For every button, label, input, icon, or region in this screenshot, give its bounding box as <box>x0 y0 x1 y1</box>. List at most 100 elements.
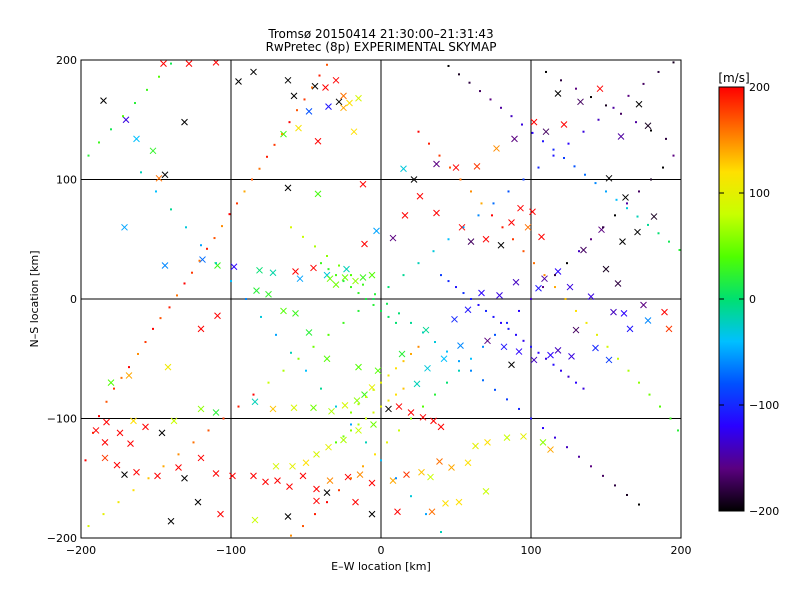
data-point-dot <box>650 129 652 132</box>
data-point-dot <box>395 367 397 370</box>
data-markers <box>84 60 681 537</box>
data-point-dot <box>191 271 193 274</box>
data-point-dot <box>380 459 382 462</box>
data-point-cross <box>181 474 188 482</box>
data-point-cross <box>101 439 109 446</box>
colorbar-tick-label: −200 <box>749 505 779 518</box>
data-point-cross <box>352 277 359 285</box>
data-point-dot <box>564 298 567 300</box>
data-point-dot <box>627 369 630 372</box>
data-point-cross <box>127 440 134 447</box>
data-point-dot <box>650 178 652 181</box>
data-point-cross <box>289 462 296 470</box>
data-point-dot <box>402 360 405 363</box>
data-point-cross <box>328 407 335 415</box>
data-point-cross <box>101 454 109 462</box>
data-point-cross <box>250 472 257 480</box>
data-point-dot <box>477 214 480 217</box>
data-point-cross <box>325 103 332 110</box>
data-point-dot <box>665 137 667 140</box>
data-point-cross <box>497 241 505 249</box>
data-point-cross <box>292 268 299 275</box>
data-point-dot <box>387 315 390 318</box>
data-point-dot <box>365 417 367 420</box>
data-point-dot <box>672 154 675 157</box>
colorbar-tick-label: 100 <box>749 187 770 200</box>
data-point-dot <box>170 208 172 211</box>
data-point-dot <box>594 182 597 185</box>
data-point-dot <box>554 286 556 289</box>
data-point-dot <box>492 202 495 205</box>
data-point-cross <box>155 174 163 182</box>
data-point-cross <box>125 372 133 379</box>
data-point-cross <box>374 367 382 375</box>
data-point-dot <box>470 357 472 360</box>
data-point-cross <box>451 315 458 323</box>
data-point-dot <box>470 298 472 300</box>
data-point-dot <box>117 501 120 504</box>
data-point-dot <box>395 321 397 324</box>
data-point-dot <box>98 415 100 418</box>
data-point-cross <box>235 78 242 85</box>
data-point-cross <box>433 160 440 168</box>
data-point-cross <box>212 470 220 477</box>
data-point-dot <box>647 223 649 226</box>
data-point-dot <box>273 143 276 146</box>
data-point-dot <box>110 128 112 131</box>
data-point-dot <box>507 327 510 330</box>
data-point-dot <box>438 154 441 157</box>
data-point-dot <box>350 429 352 432</box>
data-point-cross <box>370 421 377 428</box>
data-point-dot <box>357 292 360 295</box>
data-point-dot <box>566 446 568 449</box>
data-point-cross <box>430 417 437 425</box>
data-point-dot <box>365 298 367 300</box>
data-point-cross <box>572 326 580 334</box>
data-point-cross <box>272 462 280 470</box>
data-point-cross <box>493 145 500 152</box>
data-point-dot <box>350 274 352 277</box>
data-point-dot <box>326 254 328 257</box>
data-point-dot <box>560 79 562 82</box>
data-point-dot <box>563 156 565 159</box>
data-point-dot <box>338 264 340 267</box>
data-point-dot <box>267 381 270 384</box>
data-point-dot <box>417 262 420 265</box>
data-point-cross <box>295 124 302 132</box>
data-point-dot <box>387 374 390 377</box>
data-point-cross <box>284 76 292 84</box>
data-point-dot <box>522 250 525 253</box>
data-point-dot <box>288 121 291 124</box>
data-point-dot <box>326 63 328 66</box>
data-point-cross <box>464 306 472 314</box>
data-point-dot <box>531 131 534 134</box>
data-point-dot <box>506 398 508 401</box>
data-point-dot <box>500 321 502 324</box>
data-point-cross <box>286 483 293 490</box>
data-point-cross <box>302 459 310 467</box>
data-point-cross <box>292 309 299 317</box>
colorbar-tick-label: −100 <box>749 399 779 412</box>
data-point-dot <box>105 400 108 403</box>
data-point-dot <box>545 357 547 360</box>
data-point-dot <box>221 225 223 228</box>
data-point-dot <box>606 345 609 348</box>
data-point-dot <box>137 352 139 355</box>
data-point-cross <box>605 356 613 364</box>
data-point-dot <box>518 309 520 312</box>
data-point-cross <box>413 380 421 388</box>
data-point-cross <box>626 325 634 333</box>
data-point-dot <box>470 190 472 193</box>
data-point-cross <box>256 266 263 274</box>
data-point-cross <box>313 450 320 458</box>
data-point-dot <box>626 493 628 496</box>
data-point-dot <box>530 417 532 420</box>
data-point-dot <box>290 534 292 537</box>
data-point-dot <box>410 352 412 355</box>
data-point-cross <box>440 355 448 363</box>
data-point-dot <box>318 74 321 77</box>
data-point-dot <box>327 333 330 336</box>
data-point-cross <box>554 90 562 97</box>
data-point-dot <box>206 247 208 250</box>
data-point-cross <box>253 287 260 294</box>
